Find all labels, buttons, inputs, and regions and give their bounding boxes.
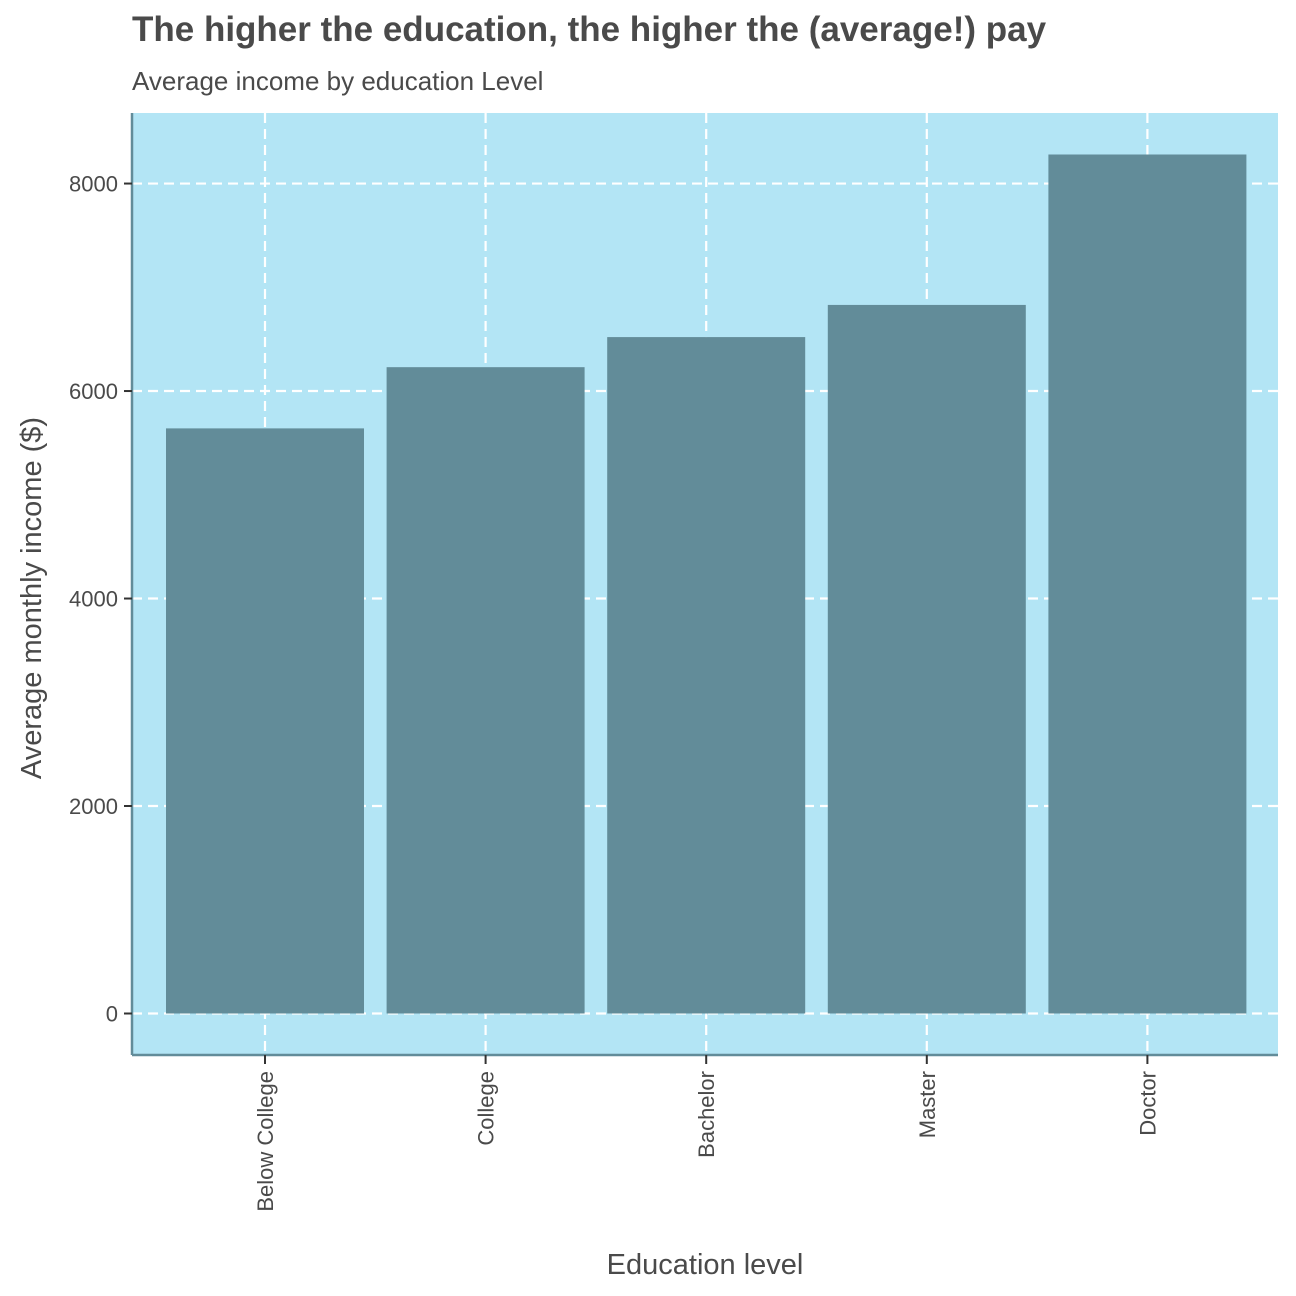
x-tick-label: Below College xyxy=(253,1071,278,1212)
axes xyxy=(130,113,1278,1057)
bar-below-college xyxy=(166,428,364,1014)
x-tick-label: College xyxy=(474,1071,499,1146)
y-tick-label: 8000 xyxy=(69,172,118,197)
chart-title: The higher the education, the higher the… xyxy=(132,10,1047,49)
chart-subtitle: Average income by education Level xyxy=(132,66,544,96)
y-tick-label: 0 xyxy=(106,1002,118,1027)
x-tick-label: Master xyxy=(915,1071,940,1138)
bar-bachelor xyxy=(607,337,806,1014)
bar-doctor xyxy=(1048,154,1247,1014)
y-tick-label: 4000 xyxy=(69,587,118,612)
tick-labels: 0 2000 4000 6000 8000 Below College College Bac… xyxy=(69,172,1160,1212)
x-axis-title: Education level xyxy=(607,1249,804,1281)
y-tick-label: 2000 xyxy=(69,794,118,819)
bars xyxy=(166,154,1247,1014)
x-tick-label: Doctor xyxy=(1135,1071,1160,1136)
y-axis-title: Average monthly income ($) xyxy=(16,417,48,779)
bar-master xyxy=(827,304,1026,1014)
y-tick-label: 6000 xyxy=(69,379,118,404)
x-tick-label: Bachelor xyxy=(694,1071,719,1158)
bar-college xyxy=(386,367,585,1014)
